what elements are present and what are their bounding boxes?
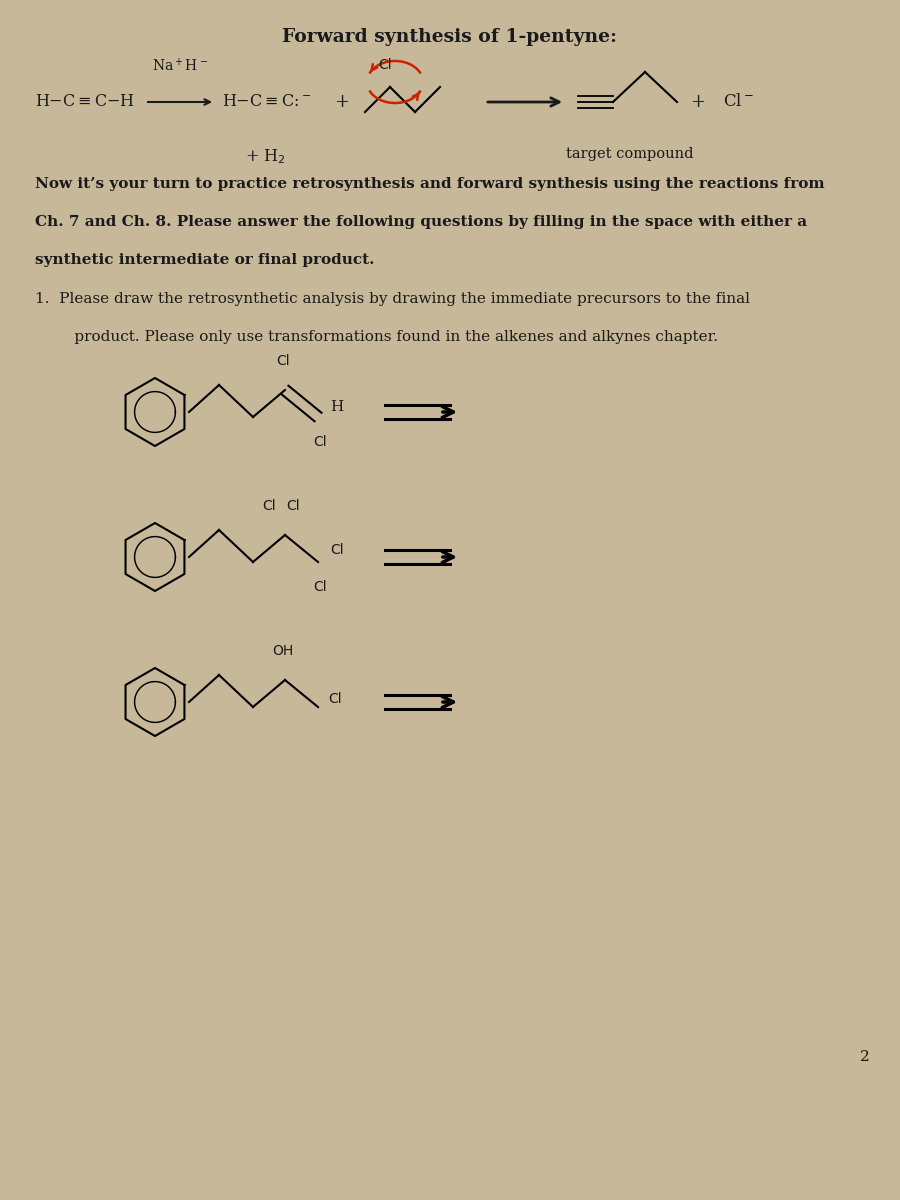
Text: +: + xyxy=(690,92,706,110)
Text: Cl: Cl xyxy=(378,58,392,72)
Text: Cl: Cl xyxy=(276,354,290,368)
Text: 2: 2 xyxy=(860,1050,870,1064)
Text: Cl: Cl xyxy=(313,434,327,449)
Text: + H$_2$: + H$_2$ xyxy=(245,146,285,166)
Text: Cl: Cl xyxy=(328,692,342,706)
Text: Na$^+$H$^-$: Na$^+$H$^-$ xyxy=(152,56,208,74)
Text: Cl$^-$: Cl$^-$ xyxy=(723,94,753,110)
Text: H$-$C$\equiv$C$-$H: H$-$C$\equiv$C$-$H xyxy=(35,94,135,110)
Text: Cl: Cl xyxy=(286,499,300,514)
Text: H: H xyxy=(330,400,343,414)
Text: Cl: Cl xyxy=(330,542,344,557)
Text: Cl: Cl xyxy=(262,499,275,514)
Text: H$-$C$\equiv$C:$^-$: H$-$C$\equiv$C:$^-$ xyxy=(222,94,311,110)
Text: Ch. 7 and Ch. 8. Please answer the following questions by filling in the space w: Ch. 7 and Ch. 8. Please answer the follo… xyxy=(35,215,807,229)
Text: Cl: Cl xyxy=(313,580,327,594)
Text: product. Please only use transformations found in the alkenes and alkynes chapte: product. Please only use transformations… xyxy=(50,330,718,344)
Text: Now it’s your turn to practice retrosynthesis and forward synthesis using the re: Now it’s your turn to practice retrosynt… xyxy=(35,176,824,191)
Text: 1.  Please draw the retrosynthetic analysis by drawing the immediate precursors : 1. Please draw the retrosynthetic analys… xyxy=(35,292,750,306)
Text: OH: OH xyxy=(273,644,293,658)
Text: +: + xyxy=(335,92,349,110)
Text: Forward synthesis of 1-pentyne:: Forward synthesis of 1-pentyne: xyxy=(283,28,617,46)
Text: target compound: target compound xyxy=(566,146,694,161)
Text: synthetic intermediate or final product.: synthetic intermediate or final product. xyxy=(35,253,374,266)
